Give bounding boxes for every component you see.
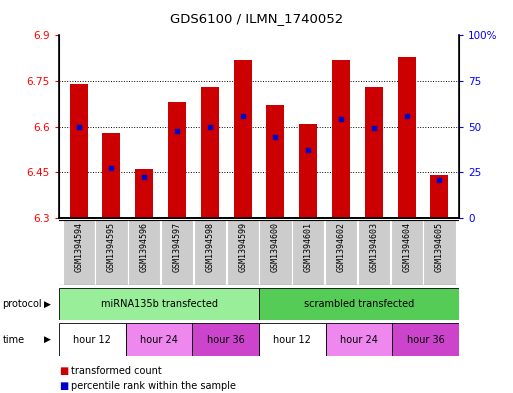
Bar	[103, 133, 121, 218]
Bar	[430, 175, 448, 218]
Text: GSM1394598: GSM1394598	[205, 222, 214, 272]
Text: GSM1394602: GSM1394602	[337, 222, 346, 272]
Bar	[259, 288, 459, 320]
Bar	[168, 103, 186, 218]
Bar	[392, 323, 459, 356]
Text: GDS6100 / ILMN_1740052: GDS6100 / ILMN_1740052	[170, 12, 343, 25]
Bar	[194, 220, 226, 285]
Bar	[135, 169, 153, 218]
Bar	[325, 220, 357, 285]
Text: ▶: ▶	[44, 335, 51, 344]
Bar	[59, 288, 259, 320]
Text: ■: ■	[59, 366, 68, 376]
Bar	[70, 84, 88, 218]
Bar	[260, 220, 291, 285]
Text: GSM1394603: GSM1394603	[369, 222, 379, 272]
Text: GSM1394597: GSM1394597	[172, 222, 182, 272]
Bar	[227, 220, 259, 285]
Bar	[266, 105, 285, 218]
Text: transformed count: transformed count	[71, 366, 162, 376]
Text: scrambled transfected: scrambled transfected	[304, 299, 414, 309]
Text: protocol: protocol	[3, 299, 42, 309]
Bar	[161, 220, 193, 285]
Text: hour 12: hour 12	[73, 334, 111, 345]
Text: GSM1394596: GSM1394596	[140, 222, 149, 272]
Text: GSM1394600: GSM1394600	[271, 222, 280, 272]
Text: GSM1394595: GSM1394595	[107, 222, 116, 272]
Bar	[423, 220, 456, 285]
Bar	[233, 60, 252, 218]
Bar	[365, 87, 383, 218]
Bar	[398, 57, 416, 218]
Text: GSM1394599: GSM1394599	[238, 222, 247, 272]
Text: time: time	[3, 334, 25, 345]
Text: hour 24: hour 24	[140, 334, 178, 345]
Bar	[126, 323, 192, 356]
Text: ▶: ▶	[44, 300, 51, 309]
Text: GSM1394605: GSM1394605	[435, 222, 444, 272]
Bar	[332, 60, 350, 218]
Bar	[358, 220, 390, 285]
Bar	[201, 87, 219, 218]
Bar	[292, 220, 324, 285]
Text: ■: ■	[59, 381, 68, 391]
Text: hour 24: hour 24	[340, 334, 378, 345]
Bar	[299, 124, 317, 218]
Bar	[259, 323, 326, 356]
Bar	[326, 323, 392, 356]
Bar	[59, 323, 126, 356]
Text: hour 36: hour 36	[207, 334, 245, 345]
Text: percentile rank within the sample: percentile rank within the sample	[71, 381, 236, 391]
Text: GSM1394601: GSM1394601	[304, 222, 313, 272]
Bar	[192, 323, 259, 356]
Bar	[63, 220, 95, 285]
Text: hour 12: hour 12	[273, 334, 311, 345]
Text: hour 36: hour 36	[407, 334, 445, 345]
Text: GSM1394604: GSM1394604	[402, 222, 411, 272]
Text: miRNA135b transfected: miRNA135b transfected	[101, 299, 218, 309]
Text: GSM1394594: GSM1394594	[74, 222, 83, 272]
Bar	[390, 220, 423, 285]
Bar	[95, 220, 128, 285]
Bar	[128, 220, 161, 285]
